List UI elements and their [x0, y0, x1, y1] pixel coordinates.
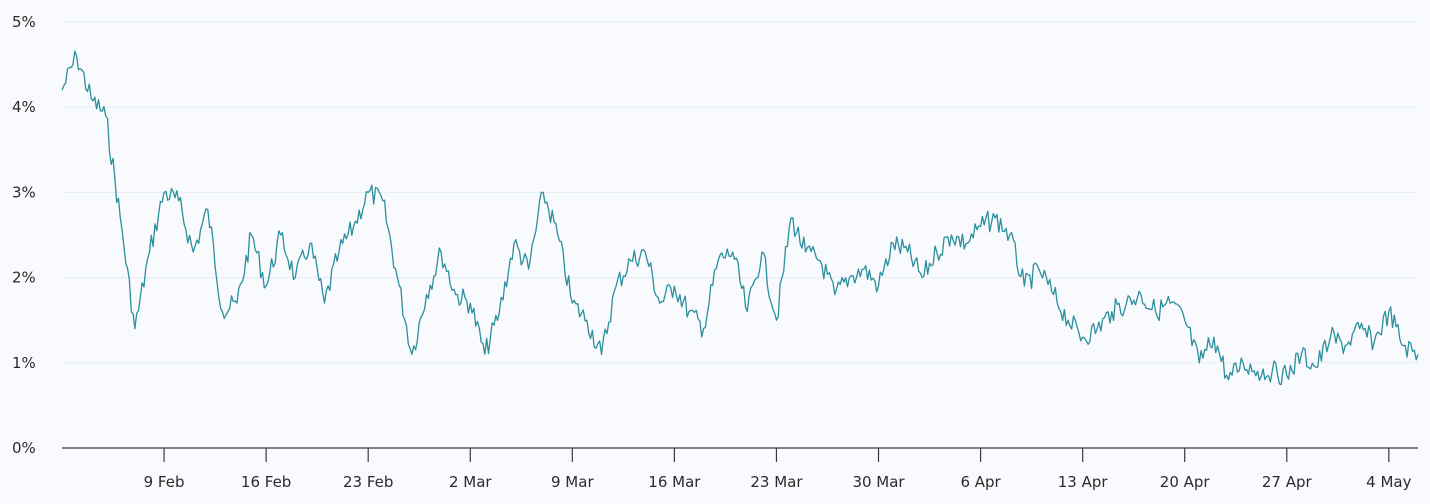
x-axis-ticks: 9 Feb 16 Feb 23 Feb 2 Mar 9 Mar 16 Mar 23 Mar 3… [144, 448, 1412, 491]
y-tick-label: 4% [12, 98, 36, 116]
y-tick-label: 1% [12, 354, 36, 372]
y-tick-label: 0% [12, 439, 36, 457]
x-tick-label: 2 Mar [449, 473, 492, 491]
x-tick-label: 4 May [1366, 473, 1411, 491]
x-tick-label: 27 Apr [1262, 473, 1313, 491]
x-tick-label: 16 Mar [648, 473, 701, 491]
x-tick-label: 30 Mar [852, 473, 905, 491]
x-tick-label: 23 Feb [343, 473, 393, 491]
y-tick-label: 5% [12, 13, 36, 31]
x-tick-label: 13 Apr [1058, 473, 1109, 491]
y-tick-label: 3% [12, 183, 36, 201]
gridlines [62, 21, 1418, 364]
x-tick-label: 9 Feb [144, 473, 185, 491]
x-tick-label: 20 Apr [1160, 473, 1211, 491]
y-tick-label: 2% [12, 269, 36, 287]
x-tick-label: 23 Mar [750, 473, 803, 491]
x-tick-label: 6 Apr [960, 473, 1001, 491]
series-layer [61, 50, 1419, 386]
x-tick-label: 9 Mar [551, 473, 594, 491]
y-axis-labels: 0% 1% 2% 3% 4% 5% [12, 13, 36, 457]
series-line-0 [61, 50, 1419, 386]
x-tick-label: 16 Feb [241, 473, 291, 491]
